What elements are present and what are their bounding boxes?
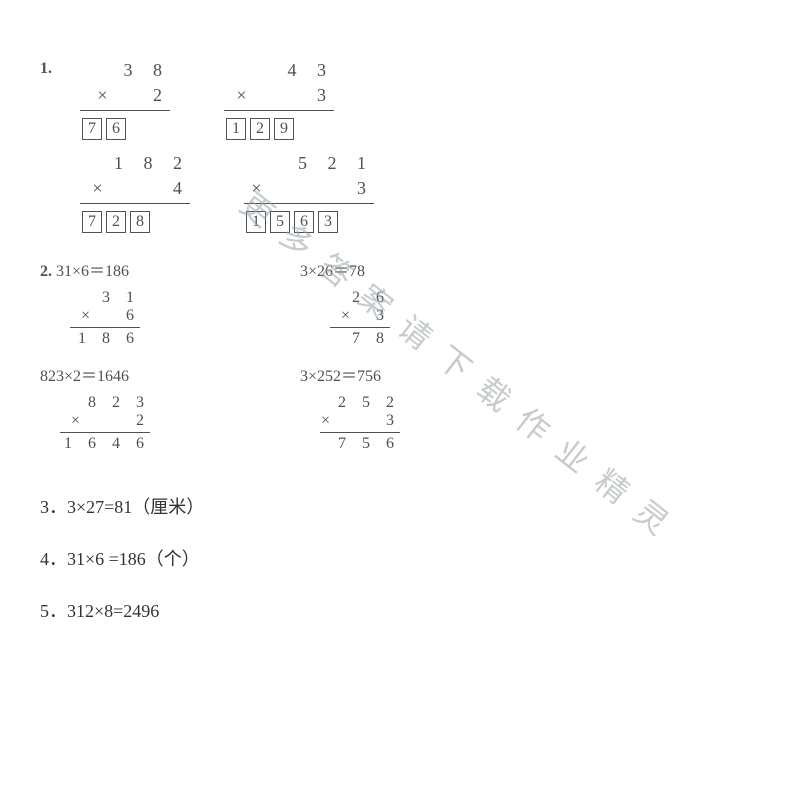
vert-calc: 3 1 × 6 1 8 6 xyxy=(70,289,140,348)
result-box: 8 xyxy=(130,211,150,233)
mult-op: × 4 xyxy=(80,176,190,201)
word-problem-5: 5．312×8=2496 xyxy=(40,597,760,623)
word-problem-3: 3．3×27=81（厘米） xyxy=(40,493,760,519)
result-line: 1563 xyxy=(244,203,374,233)
mult-top: 4 3 xyxy=(224,58,334,83)
result-box: 5 xyxy=(270,211,290,233)
calc-res: 1 8 6 xyxy=(70,327,140,348)
mult-op: × 2 xyxy=(80,83,170,108)
s1-r1-p2: 4 3 × 3 129 xyxy=(224,58,334,141)
mult-top: 3 8 xyxy=(80,58,170,83)
mult-op: × 3 xyxy=(244,176,374,201)
vert-calc: 2 6 × 3 7 8 xyxy=(330,289,390,348)
equation: 3×252＝756 xyxy=(300,362,480,386)
calc-mult: × 3 xyxy=(330,307,390,325)
result-box: 3 xyxy=(318,211,338,233)
s2-col1: 2. 31×6＝186 3 1 × 6 1 8 6 823×2＝1646 8 2… xyxy=(40,257,220,467)
result-box: 1 xyxy=(246,211,266,233)
s1-r2-p2: 5 2 1 × 3 1563 xyxy=(244,151,374,234)
calc-mult: × 2 xyxy=(60,412,150,430)
equation: 3×26＝78 xyxy=(300,257,480,281)
calc-top: 3 1 xyxy=(70,289,140,307)
section-1: 1. 3 8 × 2 76 4 3 × 3 129 1 8 2 xyxy=(40,60,760,233)
mult-top: 1 8 2 xyxy=(80,151,190,176)
calc-top: 2 6 xyxy=(330,289,390,307)
result-box: 1 xyxy=(226,118,246,140)
section-1-label: 1. xyxy=(40,60,52,77)
result-box: 7 xyxy=(82,211,102,233)
calc-top: 2 5 2 xyxy=(320,394,400,412)
mult-top: 5 2 1 xyxy=(244,151,374,176)
calc-mult: × 6 xyxy=(70,307,140,325)
vert-calc: 8 2 3 × 2 1 6 4 6 xyxy=(60,394,150,453)
result-line: 76 xyxy=(80,110,170,140)
result-line: 129 xyxy=(224,110,334,140)
result-box: 2 xyxy=(106,211,126,233)
calc-res: 7 5 6 xyxy=(320,432,400,453)
worksheet-content: 1. 3 8 × 2 76 4 3 × 3 129 1 8 2 xyxy=(40,60,760,649)
calc-res: 1 6 4 6 xyxy=(60,432,150,453)
s1-r2-p1: 1 8 2 × 4 728 xyxy=(80,151,190,234)
equation: 31×6＝186 xyxy=(56,263,129,280)
section-2-label: 2. xyxy=(40,263,52,280)
result-box: 7 xyxy=(82,118,102,140)
mult-op: × 3 xyxy=(224,83,334,108)
calc-res: 7 8 xyxy=(330,327,390,348)
section-2: 2. 31×6＝186 3 1 × 6 1 8 6 823×2＝1646 8 2… xyxy=(40,257,760,467)
word-problem-4: 4．31×6 =186（个） xyxy=(40,545,760,571)
s2-col2: 3×26＝78 2 6 × 3 7 8 3×252＝756 2 5 2 × 3 … xyxy=(300,257,480,467)
calc-top: 8 2 3 xyxy=(60,394,150,412)
result-box: 6 xyxy=(106,118,126,140)
result-box: 9 xyxy=(274,118,294,140)
calc-mult: × 3 xyxy=(320,412,400,430)
result-box: 2 xyxy=(250,118,270,140)
equation: 823×2＝1646 xyxy=(40,362,220,386)
result-box: 6 xyxy=(294,211,314,233)
vert-calc: 2 5 2 × 3 7 5 6 xyxy=(320,394,400,453)
s1-r1-p1: 3 8 × 2 76 xyxy=(80,58,170,141)
result-line: 728 xyxy=(80,203,190,233)
